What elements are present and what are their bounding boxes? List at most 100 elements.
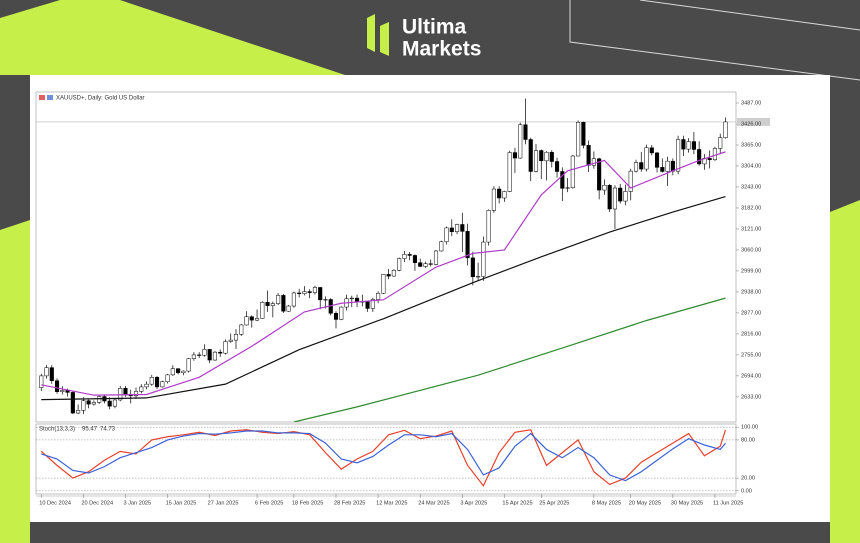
y-tick-label: 80.00 [741,437,755,443]
chart-window [30,75,830,522]
candle-body [112,399,117,407]
x-tick-label: 8 May 2025 [592,500,621,506]
x-tick-label: 12 Mar 2025 [376,500,407,506]
candle-body [660,167,665,172]
candle-body [181,370,186,374]
candle-body [76,410,81,414]
candle-body [718,137,723,149]
deco-line [569,0,860,81]
brand-name: Ultima [402,16,467,39]
candle-body [349,297,354,300]
candle-body [370,299,375,309]
candle-body [107,400,112,407]
candle-body [402,254,407,259]
candle-body [512,152,517,159]
candle-body [186,358,191,372]
x-tick-label: 25 Apr 2025 [539,500,569,506]
candle-body [212,351,217,361]
main-panel [35,91,737,423]
x-tick-label: 11 Jun 2025 [713,500,743,506]
candle-body [481,241,486,277]
candle-body [691,141,696,150]
candle-body [276,295,281,304]
candle-body [607,185,612,210]
candle-body [549,151,554,162]
candle-body [439,241,444,252]
candle-body [602,185,607,191]
candle-body [697,149,702,165]
candle-body [639,162,644,170]
candle-body [723,121,728,139]
candle-body [465,231,470,259]
candle-body [139,386,144,392]
candle-body [60,390,65,392]
candle-body [244,316,249,326]
candle-body [565,187,570,189]
candle-body [55,380,60,392]
y-tick-label: 0.00 [741,488,752,494]
candle-body [449,227,454,232]
candle-body [628,170,633,192]
candle-body [507,152,512,192]
deco-line [639,0,860,31]
candle-body [655,152,660,168]
brand-name: Markets [402,38,481,61]
candle-body [202,349,207,356]
candle-body [444,227,449,242]
y-tick-label: 3304.00 [741,163,761,169]
candle-body [307,291,312,293]
candle-body [386,274,391,277]
candle-body [633,162,639,172]
candle-body [170,368,175,376]
candle-body [539,150,544,162]
y-tick-label: 20.00 [741,476,755,482]
y-tick-label: 2755.00 [741,352,761,358]
candle-body [581,122,586,146]
candle-body [670,160,675,172]
candle-body [407,254,412,256]
candle-body [197,354,202,356]
candle-body [586,145,591,166]
candle-body [118,388,123,401]
x-tick-label: 20 Dec 2024 [81,500,113,506]
y-tick-label: 3182.00 [741,205,761,211]
x-tick-label: 27 Jan 2025 [208,500,239,506]
x-tick-label: 6 Feb 2025 [255,500,283,506]
y-tick-label: 2694.00 [741,373,761,379]
candle-body [97,396,102,403]
candle-body [555,161,560,172]
candle-body [297,292,302,294]
candle-body [418,262,423,267]
candle-body [49,367,54,381]
candle-body [91,402,96,405]
y-tick-label: 3365.00 [741,142,761,148]
lime-side-left [0,220,30,543]
candle-body [312,287,317,293]
x-tick-label: 15 Apr 2025 [502,500,532,506]
candle-body [249,316,254,321]
x-tick-label: 30 May 2025 [671,500,703,506]
x-tick-label: 20 May 2025 [629,500,661,506]
candle-body [433,250,439,265]
candle-body [707,158,712,161]
title-icon [47,95,53,100]
x-tick-label: 3 Jan 2025 [123,500,151,506]
lime-band [0,0,345,75]
candle-body [333,313,339,320]
x-tick-label: 18 Feb 2025 [292,500,323,506]
candle-body [591,158,596,166]
x-tick-label: 24 Mar 2025 [418,500,449,506]
indicator-title: Stoch(13,3,3) [39,427,75,433]
candle-body [497,188,502,199]
y-tick-label: 3487.00 [741,100,761,106]
y-tick-label: 2999.00 [741,268,761,274]
logo-mark [380,22,389,56]
candle-body [486,210,491,243]
candle-body [391,269,396,277]
x-tick-label: 15 Jan 2025 [166,500,197,506]
y-tick-label: 3121.00 [741,226,761,232]
candle-body [665,160,670,172]
chart-title: XAUUSD+, Daily: Gold US Dollar [56,96,145,102]
candle-body [281,295,286,312]
